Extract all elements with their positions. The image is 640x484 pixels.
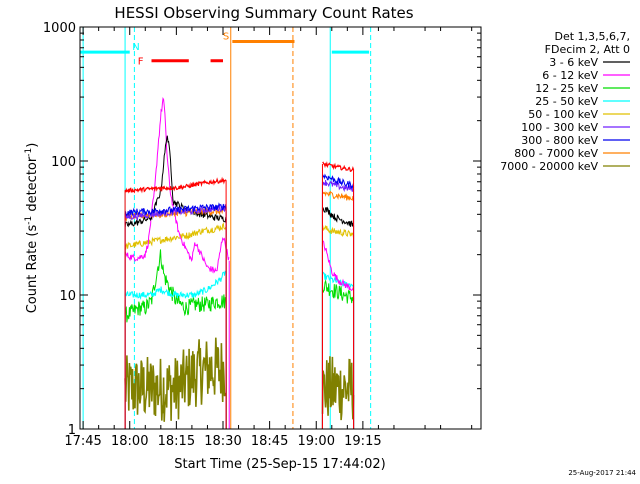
- legend-label: 6 - 12 keV: [542, 69, 598, 82]
- legend-label: 800 - 7000 keV: [514, 147, 598, 160]
- series-line-300-800keV-0: [124, 202, 227, 216]
- series-line-7000-20000keV-0: [124, 337, 227, 422]
- y-axis-label: Count Rate (s-1 detector-1): [24, 143, 40, 314]
- y-tick-label: 100: [51, 155, 76, 170]
- series-line-12-25keV-0: [124, 249, 227, 323]
- legend-header-line-1: Det 1,3,5,6,7,: [554, 30, 630, 43]
- series-line-7000-20000keV-1: [321, 356, 355, 421]
- legend-label: 50 - 100 keV: [528, 108, 598, 121]
- series-line-300-800keV-1: [322, 173, 355, 190]
- x-axis: 17:45 18:00 18:15 18:30 18:45 19:00 19:15: [64, 27, 473, 449]
- x-tick-label: 18:45: [251, 434, 288, 449]
- legend-label: 100 - 300 keV: [521, 121, 598, 134]
- plot-frame: [79, 26, 482, 430]
- series-line-50-100keV-0: [124, 222, 227, 250]
- x-tick-label: 18:15: [158, 434, 195, 449]
- series-line-red-1: [322, 161, 355, 173]
- series-line-800-7000keV-1: [322, 190, 355, 201]
- plot-area: NF S: [80, 27, 372, 429]
- x-tick-label: 18:30: [204, 434, 241, 449]
- x-axis-label: Start Time (25-Sep-15 17:44:02): [174, 457, 385, 472]
- legend-label: 300 - 800 keV: [521, 134, 598, 147]
- y-axis: 1 10 100 1000: [43, 21, 481, 438]
- x-tick-label: 19:15: [344, 434, 381, 449]
- legend-label: 7000 - 20000 keV: [500, 160, 598, 173]
- legend-label: 12 - 25 keV: [535, 82, 598, 95]
- series-line-50-100keV-1: [322, 224, 355, 239]
- series-line-6-12keV-1: [322, 240, 355, 291]
- legend-label: 3 - 6 keV: [549, 56, 598, 69]
- series-line-100-300keV-0: [124, 203, 227, 221]
- legend-label: 25 - 50 keV: [535, 95, 598, 108]
- legend-header-line-2: FDecim 2, Att 0: [545, 43, 630, 56]
- legend: Det 1,3,5,6,7, FDecim 2, Att 0 3 - 6 keV…: [500, 30, 630, 173]
- x-tick-label: 17:45: [64, 434, 101, 449]
- chart-title: HESSI Observing Summary Count Rates: [114, 4, 413, 22]
- x-tick-label: 19:00: [298, 434, 335, 449]
- flag-label-S: S: [223, 31, 229, 42]
- series-line-12-25keV-1: [322, 279, 355, 304]
- y-tick-label: 1000: [43, 21, 76, 36]
- series-line-6-12keV-0: [124, 96, 230, 274]
- x-tick-label: 18:00: [111, 434, 148, 449]
- series-line-3-6keV-1: [322, 206, 355, 227]
- series-line-red-0: [124, 176, 227, 194]
- y-tick-label: 10: [59, 289, 76, 304]
- flag-label-F: F: [138, 57, 144, 68]
- series-line-25-50keV-0: [124, 270, 227, 300]
- series-line-3-6keV-0: [124, 135, 227, 228]
- footer-date: 25-Aug-2017 21:44: [568, 469, 636, 477]
- y-tick-label: 1: [68, 423, 76, 438]
- flag-label-N: N: [132, 42, 139, 53]
